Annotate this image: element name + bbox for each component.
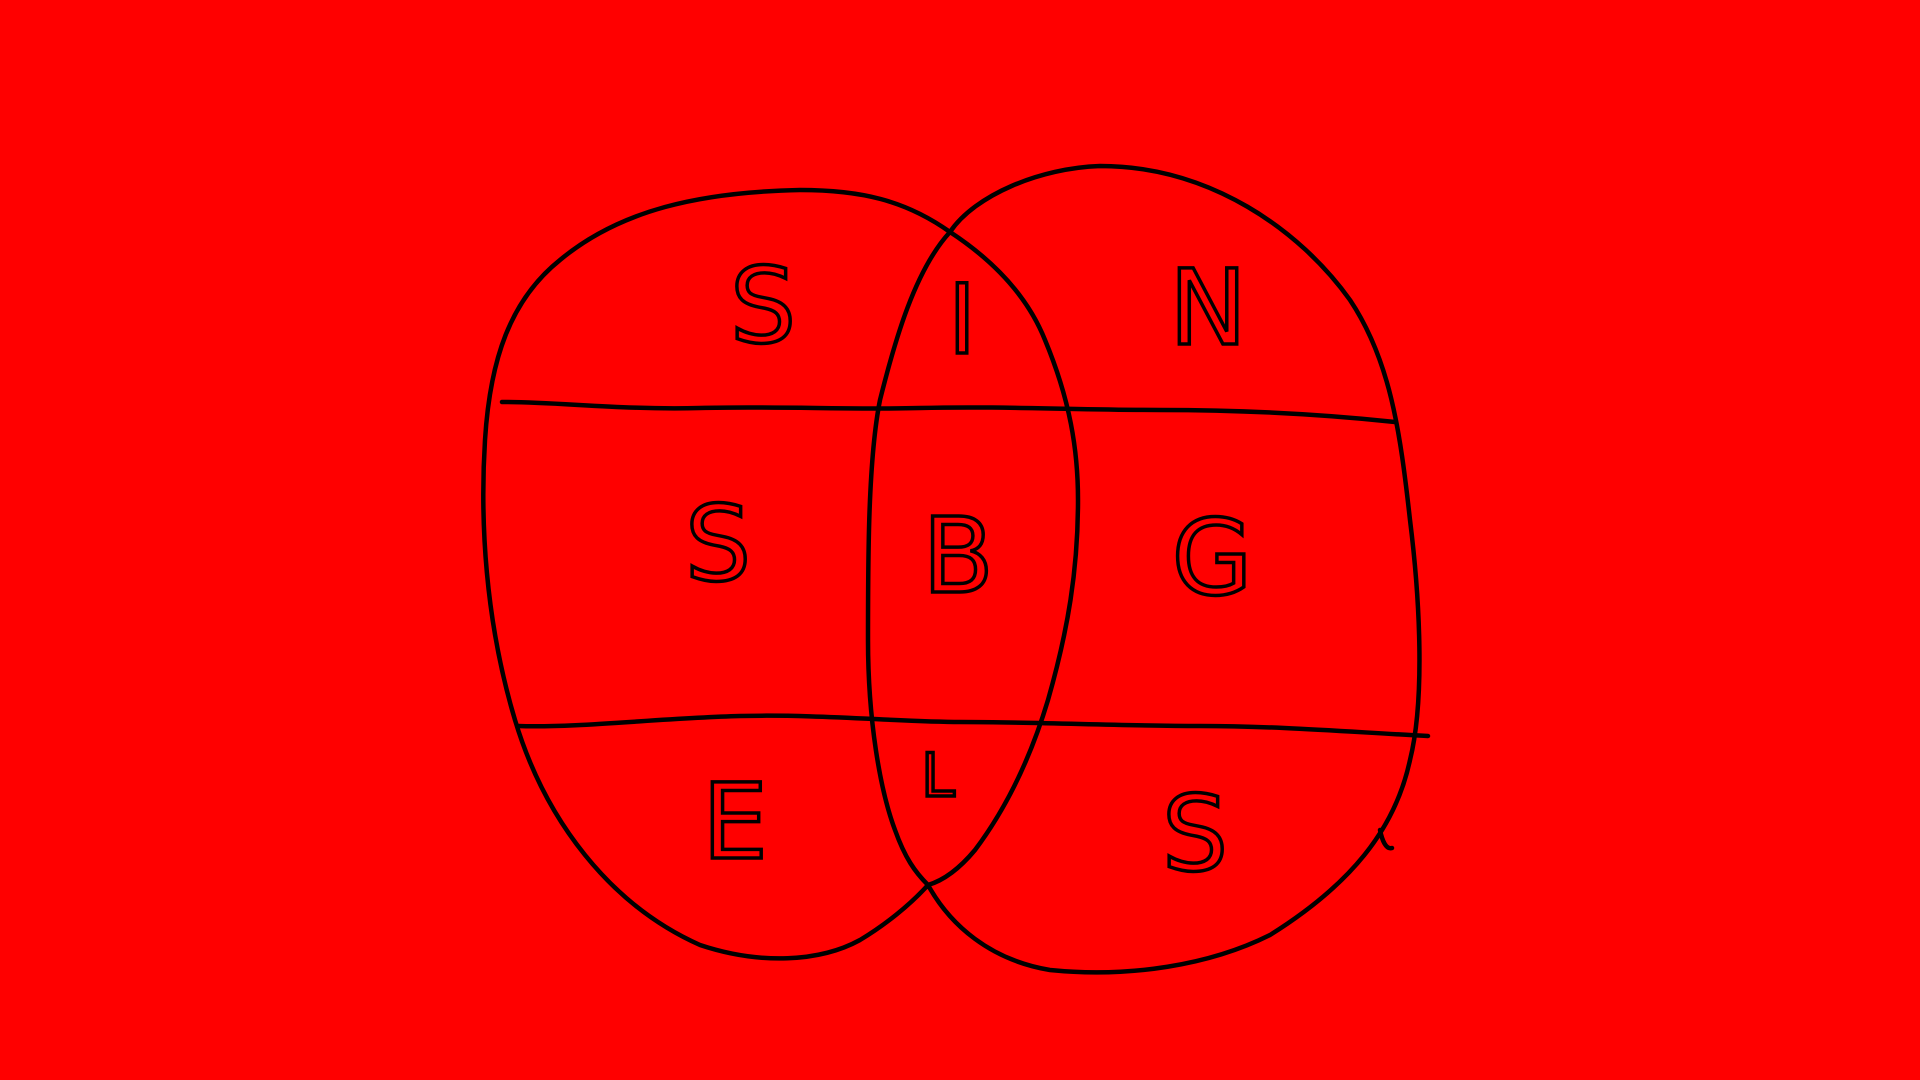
letter-row2-middle: B <box>921 495 996 617</box>
stray-mark <box>1377 827 1395 851</box>
letter-row3-right: S <box>1160 773 1230 895</box>
letter-row3-left: E <box>700 761 769 883</box>
lens-left-arc <box>865 229 953 888</box>
lower-divider <box>515 713 1431 739</box>
letter-row2-right: G <box>1170 497 1254 619</box>
letter-row1-middle: I <box>946 264 978 376</box>
left-circle <box>481 187 953 961</box>
letter-row1-left: S <box>728 245 798 367</box>
right-circle <box>925 163 1422 975</box>
lens-right-arc <box>925 229 1081 888</box>
upper-divider <box>499 399 1398 425</box>
letter-row1-right: N <box>1167 247 1248 369</box>
letter-row3-middle: L <box>920 741 957 811</box>
letter-row2-left: S <box>683 483 753 605</box>
